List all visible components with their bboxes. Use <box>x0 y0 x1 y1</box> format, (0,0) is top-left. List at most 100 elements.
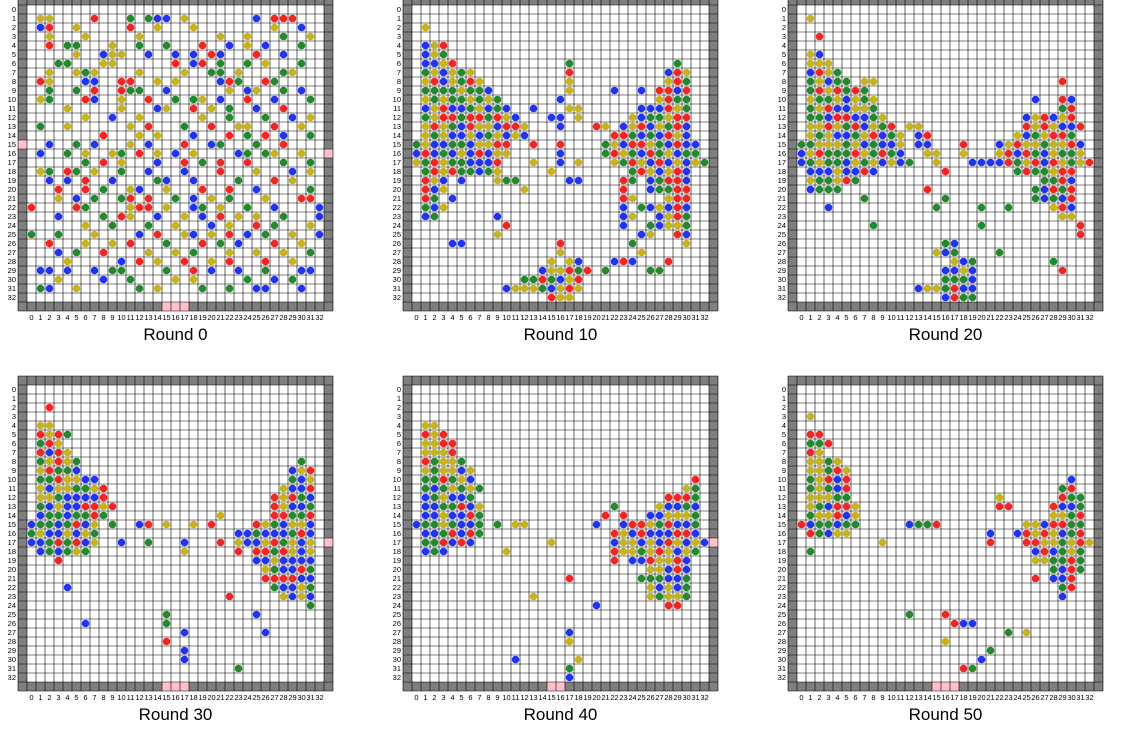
agent-blue <box>297 502 306 511</box>
y-tick-label: 3 <box>12 412 16 421</box>
y-tick-label: 30 <box>393 655 401 664</box>
x-tick-label: 16 <box>941 693 949 702</box>
y-tick-label: 26 <box>8 239 16 248</box>
agent-red <box>207 520 216 529</box>
agent-blue <box>655 167 664 176</box>
agent-green <box>306 158 315 167</box>
agent-green <box>108 266 117 275</box>
y-tick-label: 23 <box>778 592 786 601</box>
y-tick-label: 30 <box>8 655 16 664</box>
agent-red <box>439 104 448 113</box>
agent-blue <box>977 158 986 167</box>
y-tick-label: 27 <box>393 248 401 257</box>
agent-green <box>860 194 869 203</box>
y-tick-label: 29 <box>778 646 786 655</box>
y-tick-label: 12 <box>778 493 786 502</box>
agent-blue <box>806 520 815 529</box>
agent-green <box>682 149 691 158</box>
agent-green <box>1040 167 1049 176</box>
agent-blue <box>887 140 896 149</box>
exit-cell <box>162 682 171 691</box>
agent-blue <box>448 194 457 203</box>
x-tick-label: 31 <box>691 313 699 322</box>
y-tick-label: 10 <box>393 95 401 104</box>
y-tick-label: 7 <box>397 68 401 77</box>
agent-red <box>430 122 439 131</box>
agent-blue <box>673 520 682 529</box>
panel-title: Round 0 <box>143 325 207 344</box>
agent-olive <box>628 538 637 547</box>
agent-red <box>198 185 207 194</box>
exit-cell <box>547 682 556 691</box>
agent-olive <box>547 167 556 176</box>
agent-olive <box>673 511 682 520</box>
x-tick-label: 14 <box>538 313 546 322</box>
agent-green <box>851 176 860 185</box>
y-tick-label: 9 <box>782 466 786 475</box>
y-tick-label: 6 <box>12 59 16 68</box>
x-tick-label: 17 <box>180 693 188 702</box>
agent-blue <box>547 284 556 293</box>
agent-red <box>619 511 628 520</box>
agent-green <box>81 511 90 520</box>
agent-green <box>306 502 315 511</box>
agent-blue <box>421 511 430 520</box>
agent-blue <box>279 50 288 59</box>
agent-green <box>1067 158 1076 167</box>
agent-olive <box>520 520 529 529</box>
agent-green <box>941 284 950 293</box>
agent-blue <box>941 248 950 257</box>
agent-red <box>1058 176 1067 185</box>
agent-green <box>1013 167 1022 176</box>
agent-olive <box>439 493 448 502</box>
agent-red <box>887 122 896 131</box>
agent-olive <box>72 284 81 293</box>
agent-green <box>691 149 700 158</box>
agent-olive <box>896 131 905 140</box>
agent-red <box>565 284 574 293</box>
agent-blue <box>1049 113 1058 122</box>
agent-red <box>1004 158 1013 167</box>
agent-olive <box>126 140 135 149</box>
agent-blue <box>279 529 288 538</box>
agent-blue <box>664 529 673 538</box>
agent-olive <box>1049 149 1058 158</box>
x-tick-label: 30 <box>1067 693 1075 702</box>
agent-red <box>144 95 153 104</box>
agent-red <box>574 275 583 284</box>
x-tick-label: 0 <box>29 693 33 702</box>
agent-red <box>448 529 457 538</box>
agent-green <box>421 520 430 529</box>
agent-olive <box>655 556 664 565</box>
agent-blue <box>1013 149 1022 158</box>
x-tick-label: 6 <box>853 313 857 322</box>
agent-olive <box>439 466 448 475</box>
agent-olive <box>878 538 887 547</box>
x-tick-label: 29 <box>1058 693 1066 702</box>
agent-green <box>869 221 878 230</box>
agent-red <box>1067 574 1076 583</box>
agent-blue <box>288 502 297 511</box>
agent-blue <box>45 266 54 275</box>
agent-red <box>63 167 72 176</box>
agent-blue <box>565 628 574 637</box>
x-tick-label: 31 <box>691 693 699 702</box>
x-tick-label: 18 <box>574 313 582 322</box>
agent-green <box>619 158 628 167</box>
agent-red <box>279 14 288 23</box>
agent-olive <box>117 158 126 167</box>
agent-olive <box>439 511 448 520</box>
agent-red <box>45 41 54 50</box>
agent-olive <box>72 475 81 484</box>
agent-blue <box>637 131 646 140</box>
agent-blue <box>297 574 306 583</box>
agent-blue <box>36 511 45 520</box>
agent-red <box>144 203 153 212</box>
x-tick-label: 6 <box>83 693 87 702</box>
agent-olive <box>279 248 288 257</box>
agent-green <box>682 104 691 113</box>
y-tick-label: 14 <box>8 131 16 140</box>
y-tick-label: 15 <box>393 520 401 529</box>
agent-green <box>824 158 833 167</box>
agent-olive <box>243 41 252 50</box>
